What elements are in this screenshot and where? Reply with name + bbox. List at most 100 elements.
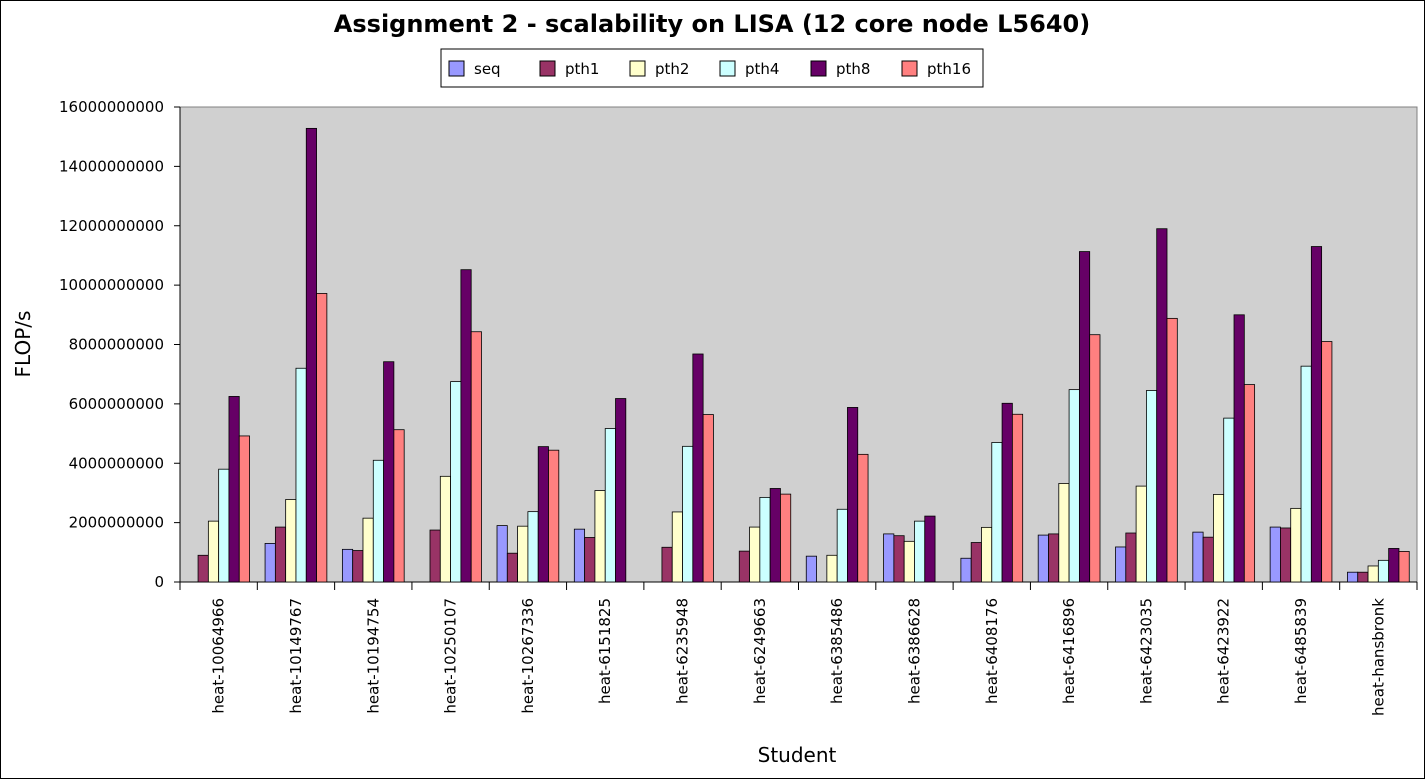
bar-pth4-heat-6423035	[1146, 390, 1158, 583]
x-tick-label: heat-hansbronk	[1369, 598, 1387, 716]
bar-pth1-heat-6423035	[1125, 532, 1137, 583]
bar-pth2-heat-10267336	[517, 525, 529, 583]
bar-pth4-heat-6151825	[604, 428, 616, 583]
bar-pth16-heat-10064966	[238, 435, 250, 583]
bar-seq-heat-hansbronk	[1347, 571, 1359, 583]
bar-pth2-heat-6235948	[671, 511, 683, 583]
legend: seq pth1 pth2 pth4 pth8 pth16	[440, 48, 984, 88]
bar-seq-heat-6151825	[573, 528, 586, 583]
bar-pth2-heat-6386628	[903, 540, 915, 583]
y-axis-label: FLOP/s	[11, 311, 35, 378]
x-tick-label: heat-6235948	[674, 598, 692, 704]
bar-pth16-heat-6235948	[702, 414, 714, 583]
y-tick-label: 8000000000	[69, 336, 164, 354]
bar-seq-heat-6423035	[1115, 546, 1127, 583]
bar-pth4-heat-6408176	[991, 442, 1003, 583]
bar-pth8-heat-10149767	[305, 127, 317, 583]
bar-seq-heat-6408176	[960, 557, 972, 583]
bar-pth8-heat-6423035	[1156, 228, 1168, 583]
bar-pth2-heat-6151825	[594, 490, 606, 583]
x-tick-label: heat-6385486	[828, 598, 846, 704]
y-tick-label: 10000000000	[59, 276, 164, 294]
bar-pth1-heat-10194754	[352, 550, 364, 583]
bar-seq-heat-6485839	[1269, 526, 1281, 583]
bar-pth4-heat-10267336	[527, 511, 539, 583]
bar-pth2-heat-6416896	[1058, 483, 1070, 583]
bar-pth8-heat-6416896	[1078, 251, 1091, 583]
bar-pth2-heat-10250107	[439, 475, 451, 583]
x-tick-label: heat-6408176	[983, 598, 1001, 704]
bar-seq-heat-10149767	[264, 543, 276, 583]
bar-pth16-heat-6408176	[1011, 413, 1024, 583]
legend-swatch-pth2	[629, 60, 646, 77]
bar-pth8-heat-6235948	[692, 353, 704, 583]
bars	[197, 127, 1410, 583]
bar-pth4-heat-10149767	[295, 367, 307, 583]
bar-pth1-heat-6151825	[584, 537, 596, 583]
bar-pth1-heat-6386628	[893, 535, 905, 583]
bar-pth1-heat-hansbronk	[1357, 571, 1369, 583]
y-tick-label: 14000000000	[59, 157, 164, 175]
bar-pth4-heat-10064966	[218, 468, 230, 583]
bar-pth2-heat-10194754	[362, 517, 374, 583]
bar-pth16-heat-hansbronk	[1398, 551, 1410, 583]
bar-seq-heat-6423922	[1192, 531, 1204, 583]
bar-pth16-heat-6249663	[780, 493, 792, 583]
bar-pth1-heat-6249663	[738, 550, 750, 583]
bar-pth8-heat-hansbronk	[1388, 548, 1400, 583]
bar-pth1-heat-6423922	[1202, 536, 1214, 583]
bar-pth16-heat-6485839	[1321, 341, 1333, 583]
chart-title: Assignment 2 - scalability on LISA (12 c…	[334, 10, 1090, 38]
x-tick-label: heat-6423922	[1215, 598, 1233, 704]
bar-pth4-heat-6423922	[1223, 417, 1235, 583]
bar-seq-heat-10267336	[496, 525, 508, 583]
bar-pth8-heat-6485839	[1310, 246, 1323, 583]
bar-pth4-heat-6235948	[682, 445, 694, 583]
y-tick-label: 2000000000	[69, 514, 164, 532]
bar-pth8-heat-6249663	[769, 488, 781, 583]
bar-pth1-heat-6416896	[1048, 533, 1060, 583]
bar-pth2-heat-10064966	[207, 520, 220, 583]
bar-pth8-heat-10267336	[537, 446, 549, 583]
bar-seq-heat-10194754	[341, 548, 354, 583]
x-tick-label: heat-10064966	[210, 598, 228, 714]
legend-label-pth16: pth16	[927, 60, 971, 78]
bar-pth8-heat-6385486	[847, 407, 859, 583]
y-tick-label: 0	[154, 573, 164, 591]
bar-pth16-heat-10267336	[548, 449, 560, 583]
bar-pth16-heat-10194754	[393, 429, 405, 583]
bar-pth2-heat-6249663	[749, 526, 761, 583]
x-tick-label: heat-6416896	[1060, 598, 1078, 704]
bar-pth2-heat-6423035	[1135, 485, 1147, 583]
bar-pth1-heat-10064966	[197, 554, 209, 583]
bar-pth2-heat-6385486	[826, 554, 838, 583]
y-tick-label: 12000000000	[59, 217, 164, 235]
bar-pth1-heat-10149767	[274, 526, 287, 583]
bar-pth4-heat-hansbronk	[1377, 559, 1390, 583]
x-axis: heat-10064966 heat-10149767 heat-10194754 h…	[179, 581, 1418, 716]
bar-pth16-heat-10250107	[470, 331, 482, 583]
bar-seq-heat-6386628	[883, 533, 895, 583]
x-tick-label: heat-6386628	[905, 598, 923, 704]
legend-label-pth8: pth8	[836, 60, 870, 78]
x-tick-label: heat-6485839	[1292, 598, 1310, 704]
y-tick-label: 6000000000	[69, 395, 164, 413]
legend-swatch-pth4	[719, 60, 736, 77]
legend-box	[440, 48, 984, 88]
legend-swatch-pth16	[901, 60, 918, 77]
legend-label-pth2: pth2	[655, 60, 689, 78]
bar-seq-heat-6385486	[805, 555, 817, 583]
y-tick-label: 16000000000	[59, 98, 164, 116]
y-tick-label: 4000000000	[69, 454, 164, 472]
bar-pth4-heat-10194754	[372, 459, 384, 583]
bar-pth4-heat-6385486	[836, 508, 848, 583]
bar-pth8-heat-6151825	[615, 398, 627, 583]
bar-pth16-heat-10149767	[316, 293, 328, 583]
bar-seq-heat-6416896	[1037, 534, 1049, 583]
bar-pth2-heat-6408176	[981, 526, 993, 583]
y-axis: 0 2000000000 4000000000 6000000000 800000000…	[59, 98, 181, 591]
bar-pth8-heat-10064966	[228, 396, 240, 583]
x-tick-label: heat-10250107	[442, 598, 460, 714]
bar-pth8-heat-6408176	[1001, 402, 1013, 583]
